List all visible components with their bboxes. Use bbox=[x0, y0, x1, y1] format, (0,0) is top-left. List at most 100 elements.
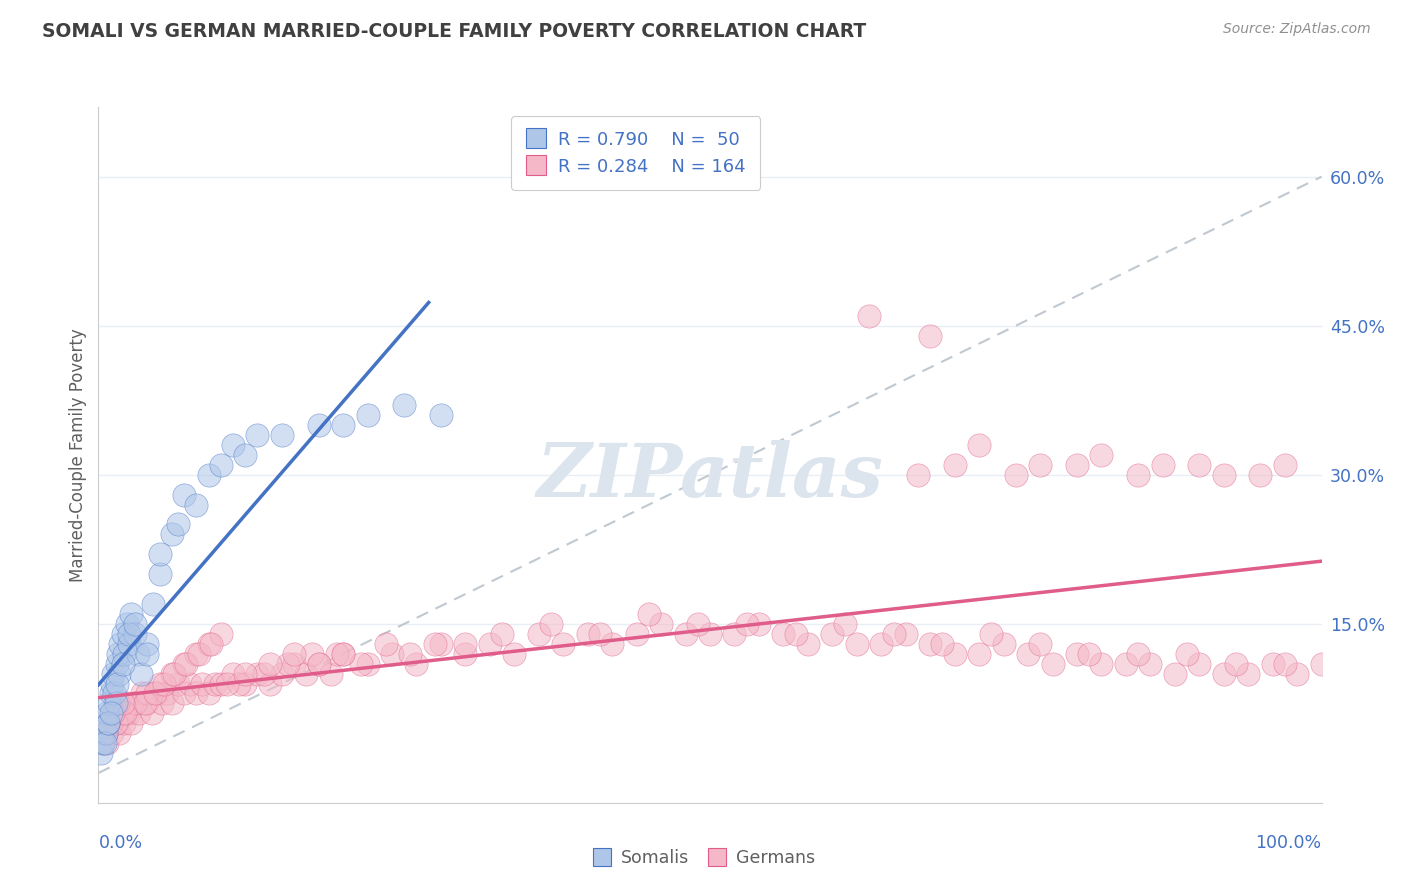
Point bbox=[1090, 448, 1112, 462]
Point bbox=[124, 616, 146, 631]
Point bbox=[1128, 467, 1150, 482]
Point bbox=[111, 627, 134, 641]
Point bbox=[405, 657, 427, 671]
Point bbox=[124, 697, 146, 711]
Point bbox=[576, 627, 599, 641]
Point bbox=[101, 726, 124, 740]
Point bbox=[1152, 458, 1174, 472]
Point bbox=[553, 637, 575, 651]
Point bbox=[108, 726, 131, 740]
Point bbox=[110, 637, 132, 651]
Point bbox=[136, 647, 159, 661]
Point bbox=[167, 676, 190, 690]
Point bbox=[191, 676, 214, 690]
Point bbox=[124, 697, 146, 711]
Point bbox=[94, 726, 117, 740]
Point bbox=[105, 676, 128, 690]
Point bbox=[699, 627, 721, 641]
Point bbox=[197, 686, 219, 700]
Point bbox=[136, 637, 159, 651]
Point bbox=[308, 657, 330, 671]
Point bbox=[118, 627, 141, 641]
Point bbox=[858, 309, 880, 323]
Point bbox=[233, 666, 256, 681]
Point bbox=[399, 647, 422, 661]
Y-axis label: Married-Couple Family Poverty: Married-Couple Family Poverty bbox=[69, 328, 87, 582]
Point bbox=[1237, 666, 1260, 681]
Point bbox=[111, 657, 134, 671]
Point bbox=[675, 627, 697, 641]
Text: ZIPatlas: ZIPatlas bbox=[537, 440, 883, 512]
Point bbox=[748, 616, 770, 631]
Point bbox=[100, 706, 122, 721]
Point bbox=[93, 736, 115, 750]
Point bbox=[150, 697, 173, 711]
Point bbox=[105, 716, 128, 731]
Point bbox=[1004, 467, 1026, 482]
Point bbox=[228, 676, 250, 690]
Point bbox=[1225, 657, 1247, 671]
Point bbox=[1175, 647, 1198, 661]
Point bbox=[186, 647, 208, 661]
Point bbox=[115, 616, 138, 631]
Point bbox=[108, 666, 131, 681]
Point bbox=[686, 616, 709, 631]
Point bbox=[153, 676, 176, 690]
Point bbox=[319, 666, 342, 681]
Point bbox=[93, 726, 115, 740]
Point bbox=[97, 716, 120, 731]
Point bbox=[943, 647, 966, 661]
Point bbox=[98, 716, 121, 731]
Point bbox=[107, 647, 129, 661]
Point bbox=[834, 616, 856, 631]
Point bbox=[104, 697, 127, 711]
Point bbox=[120, 716, 142, 731]
Text: SOMALI VS GERMAN MARRIED-COUPLE FAMILY POVERTY CORRELATION CHART: SOMALI VS GERMAN MARRIED-COUPLE FAMILY P… bbox=[42, 22, 866, 41]
Point bbox=[186, 498, 208, 512]
Point bbox=[1274, 458, 1296, 472]
Point bbox=[197, 637, 219, 651]
Point bbox=[1042, 657, 1064, 671]
Point bbox=[503, 647, 526, 661]
Point bbox=[283, 647, 305, 661]
Point bbox=[308, 418, 330, 433]
Point bbox=[112, 647, 135, 661]
Point bbox=[478, 637, 501, 651]
Point bbox=[127, 647, 149, 661]
Point bbox=[540, 616, 562, 631]
Point bbox=[114, 706, 136, 721]
Point bbox=[200, 637, 222, 651]
Point bbox=[204, 676, 226, 690]
Point bbox=[111, 706, 134, 721]
Point bbox=[920, 328, 942, 343]
Point bbox=[124, 627, 146, 641]
Point bbox=[163, 666, 186, 681]
Point bbox=[785, 627, 807, 641]
Point bbox=[149, 547, 172, 561]
Point bbox=[374, 637, 396, 651]
Point bbox=[1066, 458, 1088, 472]
Point bbox=[246, 666, 269, 681]
Point bbox=[91, 726, 114, 740]
Point bbox=[993, 637, 1015, 651]
Point bbox=[90, 746, 112, 760]
Point bbox=[156, 686, 179, 700]
Point bbox=[723, 627, 745, 641]
Point bbox=[600, 637, 623, 651]
Point bbox=[1029, 637, 1052, 651]
Point bbox=[111, 706, 134, 721]
Point bbox=[259, 657, 281, 671]
Point bbox=[101, 666, 124, 681]
Point bbox=[103, 686, 125, 700]
Point bbox=[1164, 666, 1187, 681]
Point bbox=[1029, 458, 1052, 472]
Point bbox=[943, 458, 966, 472]
Point bbox=[115, 697, 138, 711]
Point bbox=[215, 676, 238, 690]
Point bbox=[1250, 467, 1272, 482]
Point bbox=[105, 657, 128, 671]
Point bbox=[626, 627, 648, 641]
Point bbox=[143, 686, 166, 700]
Point bbox=[527, 627, 550, 641]
Point bbox=[454, 637, 477, 651]
